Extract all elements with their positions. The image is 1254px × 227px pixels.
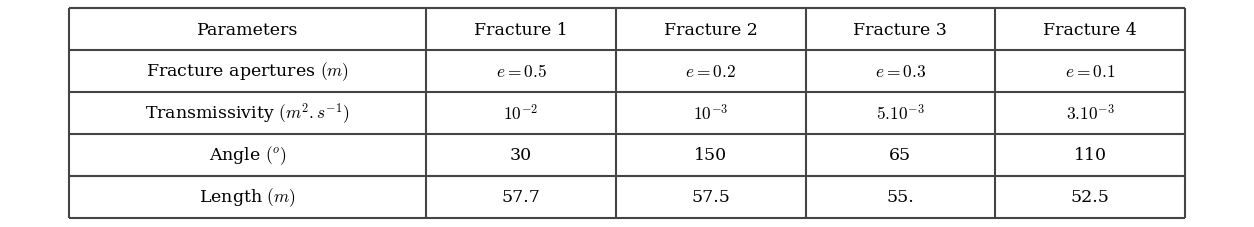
Text: Fracture 1: Fracture 1 bbox=[474, 22, 568, 38]
Text: $3.10^{-3}$: $3.10^{-3}$ bbox=[1066, 104, 1115, 123]
Text: Length $(m)$: Length $(m)$ bbox=[199, 186, 296, 208]
Text: $e = 0.3$: $e = 0.3$ bbox=[875, 63, 925, 80]
Text: 57.5: 57.5 bbox=[691, 189, 730, 205]
Text: $e = 0.1$: $e = 0.1$ bbox=[1065, 63, 1115, 80]
Text: 30: 30 bbox=[510, 147, 532, 164]
Text: Transmissivity $(m^2.s^{-1})$: Transmissivity $(m^2.s^{-1})$ bbox=[145, 101, 350, 126]
Text: 150: 150 bbox=[695, 147, 727, 164]
Text: $e = 0.2$: $e = 0.2$ bbox=[685, 63, 736, 80]
Text: Fracture apertures $(m)$: Fracture apertures $(m)$ bbox=[145, 60, 349, 83]
Text: Fracture 4: Fracture 4 bbox=[1043, 22, 1137, 38]
Text: $e = 0.5$: $e = 0.5$ bbox=[495, 63, 547, 80]
Text: $5.10^{-3}$: $5.10^{-3}$ bbox=[877, 104, 924, 123]
Text: Fracture 3: Fracture 3 bbox=[854, 22, 947, 38]
Text: 55.: 55. bbox=[887, 189, 914, 205]
Text: $10^{-2}$: $10^{-2}$ bbox=[503, 104, 538, 123]
Text: Fracture 2: Fracture 2 bbox=[663, 22, 757, 38]
Text: Angle $({^o})$: Angle $({^o})$ bbox=[208, 144, 286, 167]
Text: 65: 65 bbox=[889, 147, 912, 164]
Text: 57.7: 57.7 bbox=[502, 189, 540, 205]
Text: Parameters: Parameters bbox=[197, 22, 298, 38]
Text: 52.5: 52.5 bbox=[1071, 189, 1110, 205]
Text: 110: 110 bbox=[1073, 147, 1107, 164]
Text: $10^{-3}$: $10^{-3}$ bbox=[693, 104, 729, 123]
